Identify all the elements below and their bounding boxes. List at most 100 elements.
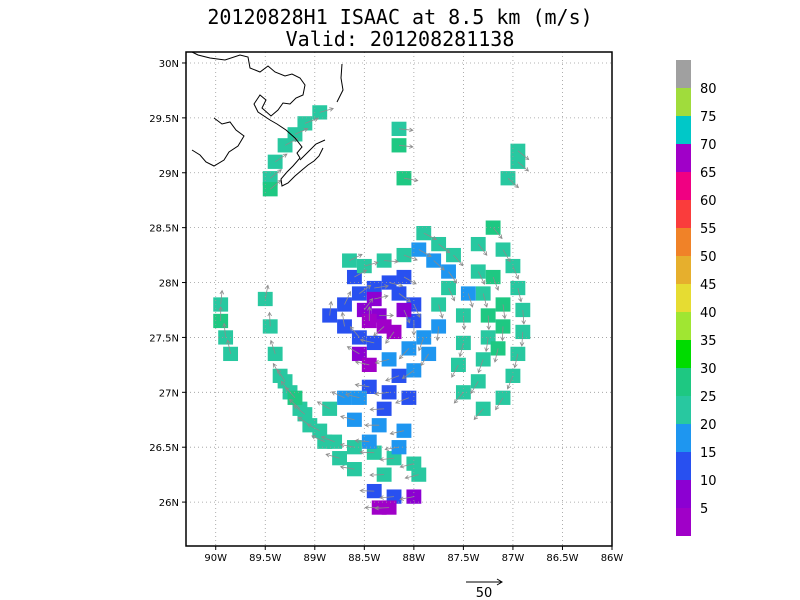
wind-cell [337,319,352,334]
colorbar-label: 70 [700,138,717,153]
wind-cell [505,258,521,274]
wind-arrow [272,362,281,376]
wind-cell [386,451,402,466]
wind-arrow [267,311,272,327]
wind-arrow [363,298,374,311]
wind-arrow [367,306,372,321]
colorbar-swatch [676,340,691,368]
y-tick-label: 30N [159,59,179,70]
x-tick-label: 89W [303,553,326,564]
wind-arrow [277,368,286,382]
wind-cell [376,467,392,482]
x-tick-label: 87.5W [447,553,479,564]
wind-cell [475,352,491,367]
wind-cell [510,346,526,362]
wind-arrow [325,453,340,459]
wind-cell [495,390,511,405]
wind-arrow [500,326,505,342]
colorbar-label: 50 [700,250,717,265]
wind-arrow [339,414,355,421]
wind-cell [262,319,278,334]
wind-arrow [339,465,355,470]
wind-arrow [344,392,360,399]
chart-subtitle: Valid: 201208281138 [285,27,515,51]
wind-arrow [294,127,309,135]
wind-arrow [354,383,370,388]
wind-arrow [388,282,404,288]
wind-arrow [284,138,299,146]
colorbar-label: 15 [700,446,717,461]
wind-arrow [369,407,385,412]
wind-arrow [269,169,282,179]
wind-arrow [226,339,231,354]
wind-arrow [354,438,370,444]
grid-lines [186,52,613,546]
wind-cell [396,302,412,318]
colorbar-label: 40 [700,306,717,321]
wind-arrow [517,150,530,161]
wind-arrow [384,446,400,452]
colorbar-swatch [676,116,691,144]
y-tick-label: 26N [159,498,179,509]
wind-cells [213,105,531,515]
wind-cell [327,434,343,449]
wind-arrow [403,309,411,324]
wind-cell [366,445,382,460]
wind-arrow [451,364,459,378]
wind-arrow [433,260,445,271]
wind-arrow [349,326,360,338]
wind-arrow [423,232,438,240]
wind-arrow [339,442,355,448]
wind-arrow [477,359,484,374]
wind-cell [470,236,486,252]
wind-cell [351,286,367,301]
wind-arrow [492,227,503,240]
wind-cell [421,346,437,362]
wind-cell [396,171,412,186]
wind-cell [510,143,526,158]
wind-cell [262,171,278,186]
wind-arrow [461,315,467,331]
wind-cell [515,302,531,318]
wind-arrow [470,381,479,395]
wind-arrow [398,293,412,303]
wind-cell [441,264,456,279]
colorbar: 80 75 70 65 60 55 50 45 40 35 30 25 20 15 10 5 [676,60,717,536]
wind-arrow [354,269,368,278]
wind-arrow [264,284,270,300]
wind-cell [218,330,234,345]
wind-arrow [293,404,306,415]
colorbar-label: 5 [700,502,708,517]
reference-label: 50 [476,586,493,600]
wind-arrow [328,300,334,316]
wind-arrow [374,294,389,300]
wind-arrow [438,304,444,319]
wind-cell [346,412,362,427]
wind-arrow [385,375,400,382]
wind-arrow [435,326,440,342]
wind-arrow [467,293,474,308]
y-tick-label: 26.5N [149,443,179,454]
wind-arrow [384,259,399,264]
colorbar-swatch [676,228,691,256]
colorbar-label: 45 [700,278,717,293]
x-tick-label: 87W [502,553,525,564]
wind-cell [475,401,491,416]
colorbar-label: 20 [700,418,717,433]
plot-frame [185,51,613,547]
wind-arrow [320,435,335,443]
wind-arrow [453,254,464,267]
wind-cell [401,390,417,405]
wind-cell [411,467,427,482]
wind-cell [470,264,486,279]
wind-arrow [403,177,419,183]
wind-arrow [507,177,520,189]
wind-arrow [477,243,488,256]
x-tick-label: 86W [601,553,624,564]
wind-arrow [517,161,530,172]
wind-cell [346,462,362,477]
wind-arrow [484,337,489,353]
wind-cell [376,401,392,416]
wind-arrow [473,408,484,421]
wind-arrow [413,304,421,318]
